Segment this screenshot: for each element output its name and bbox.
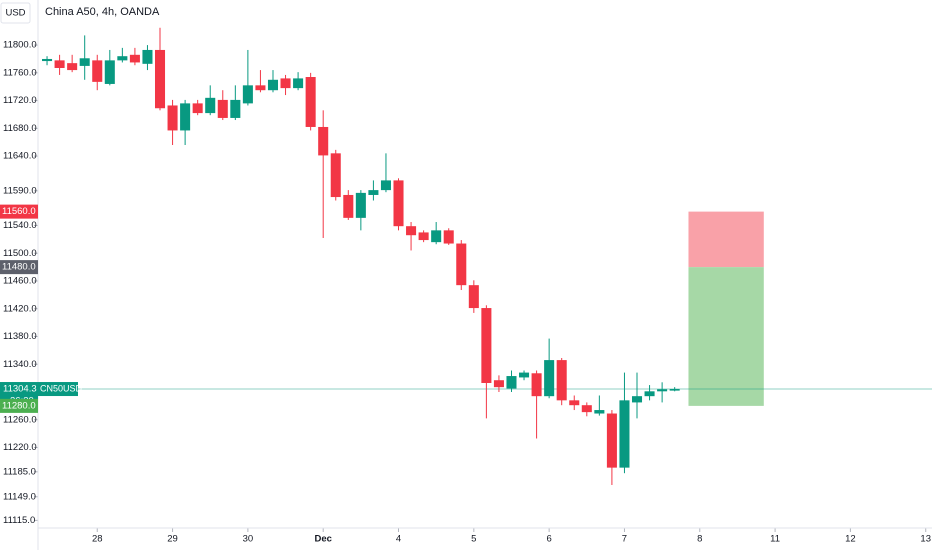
x-tick-label: 4 — [396, 534, 401, 545]
currency[interactable]: USD — [5, 8, 25, 19]
candle-body — [468, 285, 479, 309]
candle-body — [267, 79, 279, 91]
candle-body — [443, 230, 454, 244]
candle-body — [606, 413, 617, 468]
candle-body — [142, 49, 153, 64]
candle-body — [192, 103, 203, 114]
candle-body — [594, 410, 605, 414]
target-badge — [0, 398, 38, 413]
candle-body — [644, 391, 655, 397]
stop-badge — [0, 204, 38, 219]
y-tick-label: 11720.0 — [3, 95, 37, 106]
candle-body — [180, 103, 191, 131]
candle-body — [293, 78, 304, 89]
candle-body — [104, 60, 115, 84]
candle-body — [280, 78, 291, 89]
x-tick-label: 6 — [546, 534, 551, 545]
candle-body — [456, 243, 467, 286]
candle-body — [255, 85, 266, 91]
candle-body — [406, 226, 417, 236]
candle-body — [305, 77, 316, 127]
symbol-label: CN50USD — [40, 383, 83, 393]
y-tick-label: 11680.0 — [3, 123, 37, 134]
y-tick-label: 11380.0 — [3, 331, 37, 342]
candle-body — [581, 405, 592, 413]
x-tick-label: 7 — [622, 534, 627, 545]
current-price-label: 11304.3 — [3, 384, 37, 395]
x-tick-label: 13 — [920, 534, 931, 545]
candle-body — [154, 49, 166, 109]
entry-label: 11480.0 — [2, 262, 36, 273]
candle-body — [493, 380, 504, 388]
candle-body — [544, 360, 555, 397]
y-tick-label: 11420.0 — [3, 303, 37, 314]
candle-body — [418, 232, 429, 241]
stop-zone — [688, 211, 764, 268]
candle-body — [669, 389, 680, 391]
x-tick-label: 29 — [167, 534, 178, 545]
candle-body — [79, 58, 90, 66]
candle-body — [481, 308, 492, 383]
candle-body — [657, 389, 668, 392]
candle-body — [167, 105, 178, 131]
x-tick-label: Dec — [314, 534, 331, 545]
candle-body — [619, 400, 630, 468]
candle-body — [393, 180, 404, 227]
x-tick-label: 28 — [92, 534, 103, 545]
y-tick-label: 11760.0 — [3, 67, 37, 78]
candle-body — [92, 60, 103, 82]
candle-body — [205, 97, 216, 114]
candle-body — [330, 153, 341, 198]
candle-body — [431, 230, 442, 243]
candle-body — [117, 56, 128, 61]
target-label: 11280.0 — [2, 400, 36, 411]
y-tick-label: 11590.0 — [3, 185, 37, 196]
y-tick-label: 11185.0 — [3, 466, 36, 477]
x-tick-label: 12 — [845, 534, 856, 545]
x-tick-label: 30 — [243, 534, 254, 545]
candle-body — [67, 63, 78, 71]
y-tick-label: 11340.0 — [3, 359, 37, 370]
x-tick-label: 5 — [471, 534, 476, 545]
candle-body — [217, 99, 228, 118]
currency-box[interactable] — [0, 2, 31, 24]
candle-body — [380, 180, 391, 191]
y-tick-label: 11500.0 — [3, 248, 37, 259]
entry-badge — [0, 260, 38, 275]
y-tick-label: 11640.0 — [3, 151, 37, 162]
candle-body — [230, 99, 241, 118]
candle-body — [368, 190, 379, 195]
stop-label: 11560.0 — [2, 206, 36, 217]
plot-area: 11800.0 11760.0 11720.0 11680.0 11640.0 11590… — [3, 27, 932, 545]
y-tick-label: 11115.0 — [3, 515, 35, 526]
x-tick-label: 8 — [697, 534, 702, 545]
y-tick-label: 11260.0 — [3, 414, 37, 425]
y-tick-label: 11220.0 — [3, 442, 37, 453]
candle-body — [556, 360, 567, 401]
candle-body — [343, 194, 354, 218]
chart-title: China A50, 4h, OANDA — [45, 6, 160, 18]
y-tick-label: 11540.0 — [3, 220, 37, 231]
target-zone — [688, 267, 764, 406]
x-tick-label: 11 — [770, 534, 780, 545]
candle-body — [318, 126, 329, 156]
y-tick-label: 11460.0 — [3, 276, 37, 287]
candle-body — [54, 60, 65, 68]
candle-body — [531, 373, 542, 397]
candle-body — [42, 58, 53, 62]
y-tick-label: 11800.0 — [3, 40, 37, 51]
y-tick-label: 11149.0 — [3, 491, 36, 502]
candle-body — [506, 376, 517, 389]
candle-body — [519, 372, 530, 378]
candle-body — [129, 54, 140, 63]
candle-body — [355, 192, 366, 218]
symbol-badge — [38, 382, 78, 397]
candle-body — [569, 400, 580, 406]
candle-body — [631, 396, 643, 403]
candle-body — [242, 85, 253, 104]
